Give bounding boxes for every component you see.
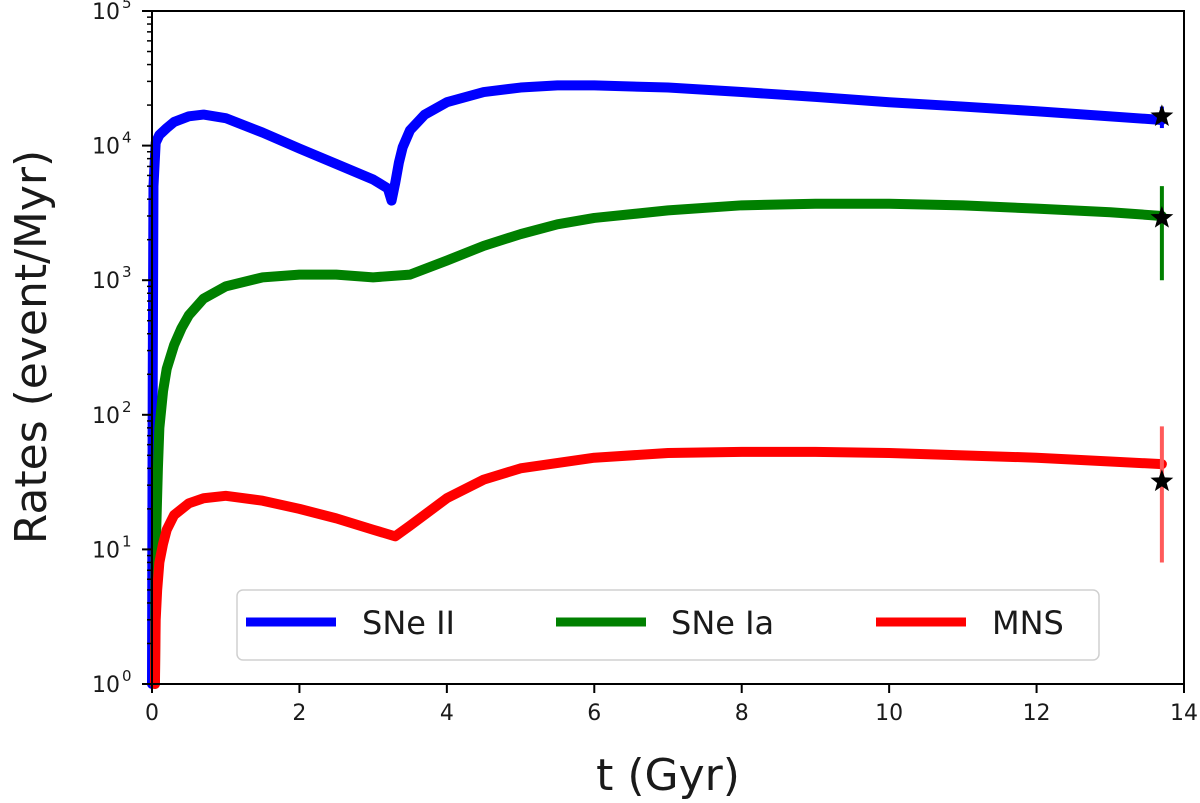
observed-star-marker-0	[1150, 104, 1174, 127]
legend-label-mns: MNS	[992, 604, 1064, 642]
legend-box	[236, 589, 1100, 661]
y-tick-exponent: 2	[122, 398, 132, 416]
series-line-mns	[149, 446, 1167, 689]
legend-label-sne-ia: SNe Ia	[671, 604, 774, 642]
observed-star-marker-1	[1150, 205, 1174, 228]
axes-layer	[151, 10, 1185, 685]
x-tick-label: 14	[1170, 701, 1198, 726]
x-tick-label: 4	[440, 701, 454, 726]
x-tick-label: 2	[292, 701, 306, 726]
y-tick-exponent: 4	[122, 129, 132, 147]
legend: SNe II SNe Ia MNS	[236, 589, 1100, 661]
x-tick-label: 0	[145, 701, 159, 726]
observed-star-marker-2	[1150, 469, 1174, 492]
x-tick-label: 10	[875, 701, 903, 726]
x-axis-title: t (Gyr)	[596, 750, 740, 801]
x-tick-label: 6	[587, 701, 601, 726]
y-tick-label: 10	[92, 269, 120, 294]
plot-frame	[151, 10, 1185, 685]
x-tick-label: 8	[735, 701, 749, 726]
y-tick-exponent: 0	[122, 667, 132, 685]
y-tick-exponent: 5	[122, 0, 132, 12]
y-axis-title: Rates (event/Myr)	[6, 150, 57, 544]
y-tick-label: 10	[92, 538, 120, 563]
legend-label-sne-ii: SNe II	[362, 604, 455, 642]
observations-layer	[1150, 104, 1174, 563]
y-tick-exponent: 1	[122, 532, 132, 550]
y-tick-label: 10	[92, 0, 120, 25]
y-tick-label: 10	[92, 135, 120, 160]
series-line-sne-ia	[149, 198, 1167, 689]
y-tick-exponent: 3	[122, 263, 132, 281]
y-tick-label: 10	[92, 404, 120, 429]
x-tick-label: 12	[1023, 701, 1051, 726]
y-tick-label: 10	[92, 673, 120, 698]
series-layer	[147, 80, 1167, 689]
series-line-sne-ii	[147, 80, 1167, 689]
